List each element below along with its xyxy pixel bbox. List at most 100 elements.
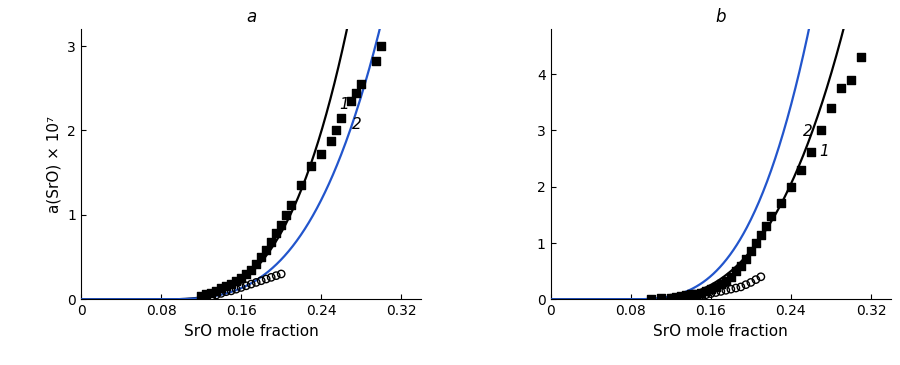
Point	[739, 256, 753, 262]
Point	[269, 231, 284, 237]
Point	[224, 288, 238, 294]
Point	[663, 295, 678, 301]
Text: 2: 2	[352, 117, 362, 132]
Point	[804, 149, 818, 155]
Point	[749, 277, 763, 283]
Point	[854, 54, 868, 60]
Point	[784, 184, 798, 190]
Point	[714, 281, 728, 287]
Point	[269, 273, 284, 278]
Y-axis label: a(SrO) × 10⁷: a(SrO) × 10⁷	[47, 116, 62, 213]
Point	[229, 286, 243, 292]
Point	[349, 89, 364, 95]
Point	[814, 127, 828, 133]
Point	[743, 249, 758, 254]
Point	[219, 289, 233, 295]
Point	[663, 295, 678, 300]
Point	[679, 292, 693, 298]
Point	[209, 292, 223, 298]
Point	[688, 291, 703, 297]
Point	[698, 292, 713, 298]
Point	[704, 291, 718, 297]
Point	[714, 288, 728, 294]
Point	[708, 290, 723, 296]
Point	[724, 286, 738, 292]
Point	[234, 275, 248, 281]
Point	[239, 271, 254, 277]
Point	[708, 284, 723, 290]
Point	[279, 212, 293, 218]
Point	[764, 213, 778, 219]
Text: 2: 2	[803, 124, 813, 139]
Point	[724, 274, 738, 280]
Point	[774, 200, 788, 205]
Text: 1: 1	[339, 97, 349, 112]
Point	[249, 280, 264, 285]
Point	[354, 81, 368, 87]
Point	[718, 287, 733, 293]
Point	[259, 247, 274, 253]
Point	[729, 268, 743, 274]
Point	[244, 281, 258, 287]
Point	[244, 267, 258, 273]
Point	[734, 284, 748, 290]
Point	[214, 285, 229, 291]
Point	[374, 43, 389, 49]
Point	[673, 293, 688, 299]
Point	[734, 262, 748, 268]
Point	[194, 293, 208, 299]
Text: 1: 1	[819, 144, 829, 159]
Point	[239, 283, 254, 289]
Point	[729, 285, 743, 291]
Point	[753, 232, 768, 238]
Point	[334, 115, 348, 121]
Point	[209, 288, 223, 294]
Legend: N 1, N 2: N 1, N 2	[675, 36, 727, 82]
Point	[759, 223, 773, 229]
Point	[653, 295, 668, 301]
Point	[294, 182, 309, 188]
Point	[264, 274, 278, 280]
Point	[274, 271, 288, 277]
Point	[214, 291, 229, 296]
Point	[824, 105, 838, 111]
Point	[234, 285, 248, 291]
Point	[844, 77, 859, 83]
Point	[224, 281, 238, 287]
Point	[304, 163, 319, 169]
Point	[264, 239, 278, 245]
X-axis label: SrO mole fraction: SrO mole fraction	[184, 324, 319, 339]
Point	[718, 278, 733, 284]
Point	[704, 286, 718, 292]
Point	[698, 288, 713, 294]
Point	[314, 151, 328, 157]
Point	[329, 127, 344, 133]
Point	[694, 292, 708, 298]
Point	[673, 295, 688, 300]
Point	[204, 290, 219, 296]
Title: a: a	[246, 8, 256, 26]
Title: b: b	[716, 8, 726, 26]
Point	[684, 291, 698, 297]
Point	[274, 222, 288, 228]
Point	[749, 240, 763, 246]
Point	[259, 276, 274, 282]
Point	[284, 202, 299, 208]
Point	[743, 280, 758, 285]
Point	[229, 278, 243, 284]
Point	[753, 274, 768, 280]
Point	[669, 294, 683, 300]
Point	[249, 261, 264, 267]
Point	[794, 167, 808, 173]
Point	[833, 85, 848, 91]
Point	[344, 98, 358, 104]
Point	[199, 291, 213, 297]
Point	[739, 282, 753, 288]
Point	[254, 278, 268, 284]
Point	[254, 254, 268, 260]
Point	[644, 296, 658, 301]
Point	[324, 138, 338, 143]
Point	[369, 58, 383, 64]
Point	[684, 293, 698, 299]
Point	[219, 283, 233, 289]
